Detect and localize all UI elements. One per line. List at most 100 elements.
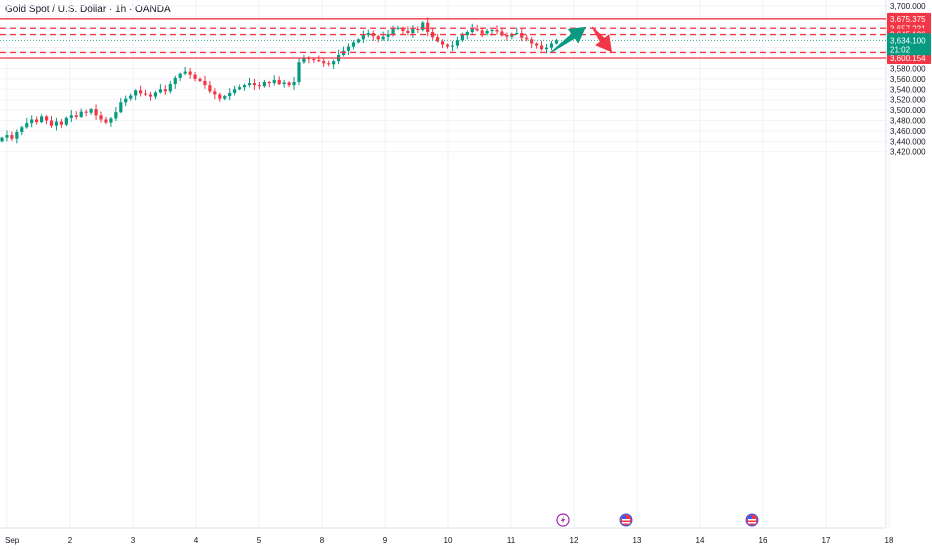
candle-body bbox=[188, 71, 192, 75]
candle-body bbox=[554, 40, 558, 44]
candle-body bbox=[544, 47, 549, 50]
candle-body bbox=[485, 30, 489, 34]
candle-body bbox=[242, 85, 247, 88]
level-price-label: 3,675.375 bbox=[890, 15, 926, 24]
candle-body bbox=[129, 95, 133, 99]
candle-body bbox=[381, 36, 385, 40]
candle-body bbox=[445, 44, 450, 47]
candle-body bbox=[267, 81, 271, 84]
candle-body bbox=[59, 121, 63, 125]
candle-body bbox=[332, 61, 336, 65]
y-tick-label: 3,580.000 bbox=[890, 64, 926, 73]
candle-body bbox=[89, 109, 93, 113]
x-tick-label: 4 bbox=[194, 536, 199, 545]
candle-body bbox=[10, 135, 14, 139]
candle-body bbox=[143, 93, 148, 95]
candle-body bbox=[64, 117, 68, 125]
candle-body bbox=[361, 35, 365, 40]
x-tick-label: 11 bbox=[507, 536, 516, 545]
candle-body bbox=[99, 115, 103, 120]
candle-body bbox=[312, 59, 316, 61]
level-price-label: 3,600.154 bbox=[890, 54, 926, 63]
x-tick-label: 3 bbox=[131, 536, 136, 545]
candle-body bbox=[520, 33, 524, 38]
flag-stripe bbox=[622, 519, 630, 521]
candle-body bbox=[35, 119, 39, 123]
candle-body bbox=[208, 85, 212, 92]
candle-body bbox=[134, 90, 138, 96]
candle-body bbox=[327, 63, 331, 65]
candle-body bbox=[396, 27, 400, 29]
candle-body bbox=[549, 43, 554, 48]
candle-body bbox=[490, 29, 494, 31]
candle-body bbox=[495, 29, 499, 32]
x-tick-label: 8 bbox=[320, 536, 325, 545]
y-tick-label: 3,440.000 bbox=[890, 137, 926, 146]
candle-body bbox=[455, 40, 459, 46]
candle-body bbox=[411, 28, 415, 34]
candle-body bbox=[475, 28, 479, 31]
candle-body bbox=[272, 79, 276, 84]
candle-body bbox=[153, 92, 158, 97]
candle-body bbox=[223, 96, 227, 99]
x-tick-label: 13 bbox=[633, 536, 642, 545]
x-tick-label: Sep bbox=[5, 536, 20, 545]
candle-body bbox=[203, 80, 207, 86]
candle-body bbox=[515, 33, 519, 35]
candle-body bbox=[183, 71, 187, 74]
flag-canton bbox=[748, 516, 752, 519]
candle-body bbox=[376, 36, 380, 40]
projection-arrow-down[interactable] bbox=[591, 26, 612, 53]
candle-body bbox=[148, 94, 153, 97]
y-tick-label: 3,560.000 bbox=[890, 75, 926, 84]
candle-body bbox=[109, 118, 113, 123]
y-tick-label: 3,540.000 bbox=[890, 85, 926, 94]
chart-title: Gold Spot / U.S. Dollar · 1h · OANDA bbox=[5, 4, 171, 15]
candle-body bbox=[213, 91, 217, 95]
candle-body bbox=[0, 137, 4, 142]
candle-body bbox=[44, 116, 49, 121]
y-tick-label: 3,460.000 bbox=[890, 127, 926, 136]
candle-body bbox=[198, 78, 202, 81]
candle-body bbox=[168, 84, 172, 92]
candle-body bbox=[302, 58, 306, 63]
candle-body bbox=[173, 77, 177, 85]
candle-body bbox=[436, 37, 440, 42]
y-tick-label: 3,520.000 bbox=[890, 96, 926, 105]
x-tick-label: 12 bbox=[570, 536, 579, 545]
candle-body bbox=[69, 115, 73, 118]
candle-body bbox=[119, 102, 123, 113]
flag-canton bbox=[622, 516, 626, 519]
candle-body bbox=[262, 81, 266, 87]
candle-body bbox=[40, 116, 44, 123]
x-tick-label: 9 bbox=[383, 536, 388, 545]
lightning-glyph bbox=[561, 516, 565, 524]
candle-body bbox=[356, 39, 360, 43]
candle-body bbox=[282, 82, 286, 85]
candle-body bbox=[54, 121, 59, 126]
candle-body bbox=[114, 112, 118, 119]
y-tick-label: 3,700.000 bbox=[890, 2, 926, 11]
candle-body bbox=[277, 79, 281, 85]
x-tick-label: 14 bbox=[696, 536, 705, 545]
candle-body bbox=[247, 83, 252, 86]
candle-body bbox=[49, 120, 54, 126]
candle-body bbox=[238, 87, 242, 90]
current-price-tag bbox=[887, 33, 931, 56]
candle-body bbox=[539, 45, 544, 50]
candle-body bbox=[416, 28, 420, 30]
x-tick-label: 16 bbox=[759, 536, 768, 545]
level-price-tag bbox=[887, 12, 931, 25]
candle-body bbox=[386, 34, 390, 37]
candle-body bbox=[530, 39, 534, 44]
candle-body bbox=[322, 61, 326, 64]
candle-body bbox=[450, 45, 455, 47]
y-tick-label: 3,480.000 bbox=[890, 117, 926, 126]
projection-arrow-up[interactable] bbox=[550, 26, 586, 53]
candle-body bbox=[525, 37, 529, 40]
flag-stripe bbox=[748, 522, 756, 524]
candle-body bbox=[158, 89, 162, 93]
candle-body bbox=[5, 135, 9, 138]
candle-body bbox=[233, 89, 237, 93]
